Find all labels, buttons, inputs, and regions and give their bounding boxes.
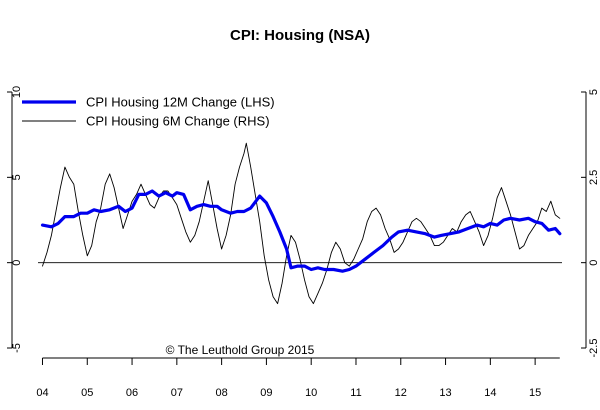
legend: CPI Housing 12M Change (LHS) CPI Housing …	[22, 95, 275, 129]
bottom-axis-tick-label: 11	[350, 387, 361, 399]
bottom-axis-tick-label: 07	[171, 387, 183, 399]
bottom-axis-tick-label: 06	[126, 387, 138, 399]
bottom-axis: 04 05 06 07 08 09 10 11 12 13 14 15	[36, 357, 560, 399]
left-axis: 10 5 0 -5	[7, 86, 23, 353]
chart-title: CPI: Housing (NSA)	[230, 27, 370, 44]
left-axis-tick-label: -5	[11, 343, 23, 353]
left-axis-tick-label: 10	[11, 86, 23, 98]
right-axis-tick-label: 0	[588, 260, 600, 266]
right-axis-tick-label: 5	[588, 89, 600, 95]
bottom-axis-tick-label: 15	[529, 387, 541, 399]
legend-label: CPI Housing 12M Change (LHS)	[86, 95, 275, 110]
bottom-axis-tick-label: 05	[81, 387, 93, 399]
right-axis: 5 2.5 0 -2.5	[581, 89, 600, 358]
left-axis-tick-label: 0	[11, 260, 23, 266]
left-axis-tick-label: 5	[11, 174, 23, 180]
bottom-axis-tick-label: 10	[305, 387, 317, 399]
right-axis-tick-label: 2.5	[588, 170, 600, 185]
bottom-axis-tick-label: 13	[439, 387, 451, 399]
series-12m-line	[40, 189, 562, 273]
bottom-axis-tick-label: 12	[395, 387, 407, 399]
right-axis-tick-label: -2.5	[588, 339, 600, 358]
bottom-axis-tick-label: 09	[260, 387, 272, 399]
copyright-note: © The Leuthold Group 2015	[166, 343, 315, 357]
series-6m-line	[42, 142, 561, 305]
bottom-axis-tick-label: 08	[215, 387, 227, 399]
bottom-axis-tick-label: 04	[36, 387, 48, 399]
series-layer	[38, 142, 562, 305]
bottom-axis-tick-label: 14	[484, 387, 496, 399]
legend-label: CPI Housing 6M Change (RHS)	[86, 114, 270, 129]
